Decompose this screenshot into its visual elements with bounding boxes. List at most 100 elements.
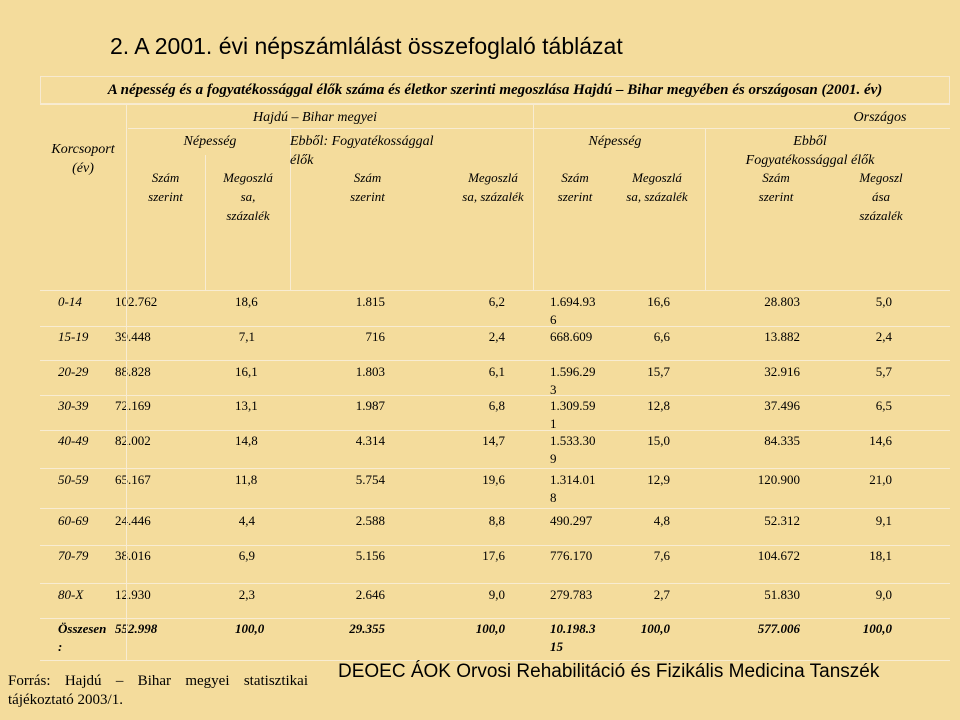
header-szam-4: Szám szerint (758, 170, 794, 204)
hb-pop-pct-cell: 4,4 (238, 513, 255, 528)
header-hajdu-bihar: Hajdú – Bihar megyei (252, 110, 378, 125)
orsz-dis-count-cell: 120.900 (757, 472, 800, 487)
hb-dis-count-cell: 5.754 (355, 472, 385, 487)
hb-dis-count-cell: 716 (365, 329, 386, 344)
orsz-dis-count-cell: 577.006 (757, 621, 800, 636)
table-row: 0-14 102.762 18,6 1.815 6,2 1.694.936 16,6 28.8… (0, 293, 960, 329)
orsz-dis-pct-cell: 9,1 (875, 513, 892, 528)
hb-pop-count-cell: 72.169 (115, 398, 151, 413)
row-divider (40, 360, 950, 361)
header-megoszlas-4: Megoszl ása százalék (859, 170, 903, 223)
orsz-dis-count-cell: 84.335 (764, 433, 800, 448)
orsz-pop-pct-cell: 12,8 (647, 398, 670, 413)
hb-pop-pct-cell: 6,9 (238, 548, 255, 563)
orsz-pop-pct-cell: 2,7 (653, 587, 670, 602)
header-nepesseg-hb: Népesség (183, 134, 237, 149)
header-bottom-line (40, 290, 950, 291)
hb-pop-count-cell: 102.762 (115, 294, 158, 309)
header-ebbol-orsz: Ebből Fogyatékossággal élők (745, 134, 875, 168)
row-divider (40, 468, 950, 469)
header-orszagos: Országos (853, 110, 907, 125)
hb-dis-pct-cell: 6,8 (488, 398, 505, 413)
orsz-pop-pct-cell: 15,7 (647, 364, 670, 379)
table-row: 30-39 72.169 13,1 1.987 6,8 1.309.591 12,8 37.4… (0, 397, 960, 433)
table-row: 20-29 88.828 16,1 1.803 6,1 1.596.293 15,7 32.9… (0, 363, 960, 399)
age-group-cell: 20-29 (58, 364, 89, 379)
hb-dis-pct-cell: 6,2 (488, 294, 505, 309)
hb-pop-pct-cell: 100,0 (235, 621, 265, 636)
hb-pop-count-cell: 552.998 (115, 621, 158, 636)
hb-pop-pct-cell: 7,1 (238, 329, 255, 344)
table-caption: A népesség és a fogyatékossággal élők sz… (40, 76, 950, 104)
hb-dis-count-cell: 1.815 (355, 294, 385, 309)
age-group-cell: 15-19 (58, 329, 89, 344)
row-divider (40, 545, 950, 546)
hb-pop-pct-cell: 13,1 (235, 398, 258, 413)
age-group-cell: 30-39 (58, 398, 89, 413)
age-group-cell: 60-69 (58, 513, 89, 528)
header-top-line (40, 104, 950, 105)
orsz-pop-count-cell: 1.314.018 (550, 472, 596, 505)
col-divider (205, 155, 206, 290)
orsz-dis-pct-cell: 2,4 (875, 329, 892, 344)
orsz-dis-pct-cell: 5,7 (875, 364, 892, 379)
hb-dis-pct-cell: 9,0 (488, 587, 505, 602)
hb-dis-count-cell: 29.355 (349, 621, 385, 636)
hb-dis-pct-cell: 8,8 (488, 513, 505, 528)
row-divider (40, 430, 950, 431)
header-sub-line (128, 128, 950, 129)
orsz-dis-pct-cell: 18,1 (869, 548, 892, 563)
age-group-cell: 50-59 (58, 472, 89, 487)
row-divider (40, 508, 950, 509)
col-divider (533, 104, 534, 290)
orsz-dis-count-cell: 32.916 (764, 364, 800, 379)
hb-dis-pct-cell: 100,0 (475, 621, 505, 636)
orsz-dis-count-cell: 37.496 (764, 398, 800, 413)
hb-dis-pct-cell: 17,6 (482, 548, 505, 563)
orsz-dis-count-cell: 52.312 (764, 513, 800, 528)
orsz-pop-count-cell: 1.533.309 (550, 433, 596, 466)
hb-dis-count-cell: 5.156 (355, 548, 385, 563)
hb-pop-count-cell: 82.002 (115, 433, 151, 448)
header-szam-3: Szám szerint (557, 170, 593, 204)
orsz-pop-pct-cell: 100,0 (640, 621, 670, 636)
orsz-dis-pct-cell: 14,6 (869, 433, 892, 448)
orsz-pop-pct-cell: 6,6 (653, 329, 670, 344)
orsz-pop-count-cell: 1.694.936 (550, 294, 596, 327)
hb-pop-count-cell: 39.448 (115, 329, 151, 344)
hb-dis-pct-cell: 2,4 (488, 329, 505, 344)
row-divider (40, 326, 950, 327)
hb-pop-pct-cell: 14,8 (235, 433, 258, 448)
table-row: 15-19 39.448 7,1 716 2,4 668.609 6,6 13.882 2,4 (0, 328, 960, 364)
hb-dis-count-cell: 1.987 (355, 398, 385, 413)
orsz-pop-pct-cell: 15,0 (647, 433, 670, 448)
age-group-cell: 40-49 (58, 433, 89, 448)
table-row: 60-69 24.446 4,4 2.588 8,8 490.297 4,8 52.312 9,… (0, 512, 960, 548)
orsz-pop-count-cell: 490.297 (550, 513, 593, 528)
slide-title: 2. A 2001. évi népszámlálást összefoglal… (110, 33, 623, 59)
row-divider (40, 660, 950, 661)
hb-pop-count-cell: 38.016 (115, 548, 151, 563)
department-name: DEOEC ÁOK Orvosi Rehabilitáció és Fiziká… (338, 661, 880, 682)
orsz-dis-pct-cell: 9,0 (875, 587, 892, 602)
hb-pop-count-cell: 65.167 (115, 472, 151, 487)
hb-pop-pct-cell: 11,8 (235, 472, 258, 487)
age-group-cell: 70-79 (58, 548, 89, 563)
hb-pop-pct-cell: 18,6 (235, 294, 258, 309)
hb-dis-count-cell: 2.646 (355, 587, 385, 602)
header-age-group: Korcsoport (év) (51, 142, 115, 176)
orsz-pop-count-cell: 10.198.315 (550, 621, 596, 654)
header-megoszlas-3: Megoszlá sa, százalék (626, 170, 688, 204)
age-group-cell: 0-14 (58, 294, 82, 309)
orsz-dis-count-cell: 51.830 (764, 587, 800, 602)
col-divider (126, 104, 127, 290)
total-row: Összesen : 552.998 100,0 29.355 100,0 10.198.… (0, 620, 960, 656)
orsz-dis-pct-cell: 100,0 (862, 621, 892, 636)
table-row: 40-49 82.002 14,8 4.314 14,7 1.533.309 15,0 84.… (0, 432, 960, 468)
table-row: 50-59 65.167 11,8 5.754 19,6 1.314.018 12,9 120… (0, 471, 960, 507)
hb-dis-pct-cell: 14,7 (482, 433, 505, 448)
hb-pop-count-cell: 24.446 (115, 513, 151, 528)
orsz-pop-pct-cell: 7,6 (653, 548, 670, 563)
row-divider (40, 583, 950, 584)
age-column-divider (126, 290, 127, 660)
